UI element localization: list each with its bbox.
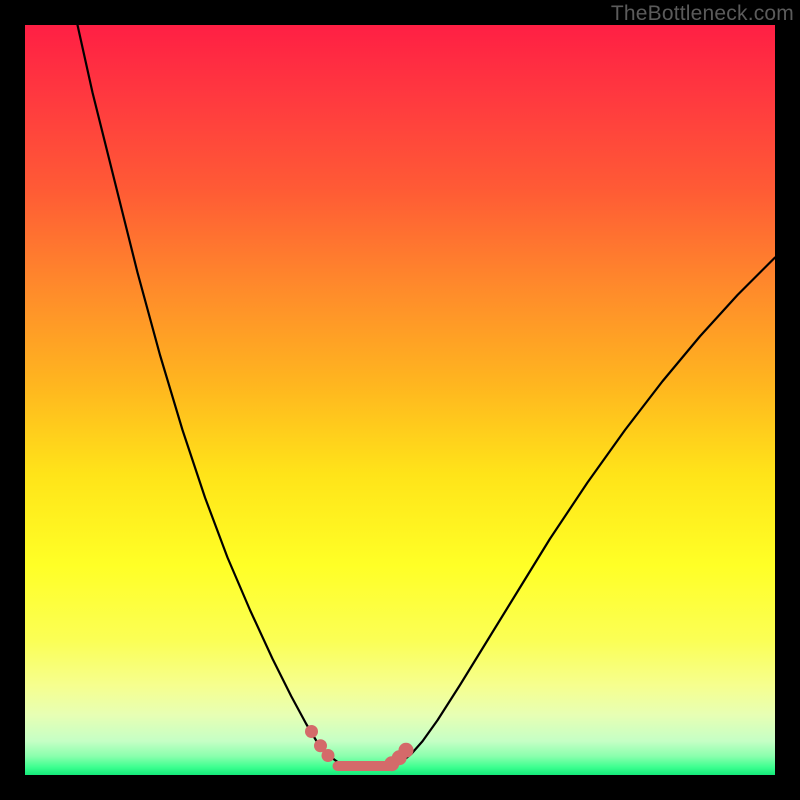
marker-dot	[322, 749, 335, 762]
bottleneck-curve-chart	[0, 0, 800, 800]
watermark-text: TheBottleneck.com	[611, 2, 794, 26]
marker-dot	[305, 725, 318, 738]
chart-plot-area	[25, 25, 775, 775]
marker-dot	[399, 743, 414, 758]
chart-container: TheBottleneck.com	[0, 0, 800, 800]
